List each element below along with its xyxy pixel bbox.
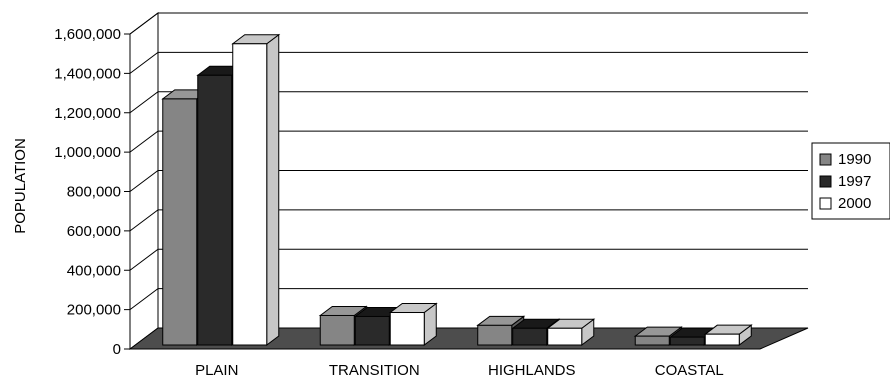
bar-2000-highlands xyxy=(546,318,596,346)
bar-2000-coastal xyxy=(703,324,753,346)
y-tick-label: 400,000 xyxy=(67,262,121,279)
legend-label-1997: 1997 xyxy=(838,173,871,190)
x-tick-label: TRANSITION xyxy=(329,362,420,379)
legend-swatch-1997 xyxy=(819,175,832,188)
gridline xyxy=(129,91,808,114)
bar-2000-transition xyxy=(388,302,438,346)
gridline xyxy=(129,209,808,232)
y-axis-label: POPULATION xyxy=(12,138,29,234)
y-axis-ticks: 0 200,000 400,000 600,000 800,000 1,000,000 1,… xyxy=(54,26,130,358)
y-tick-label: 800,000 xyxy=(67,184,121,201)
y-tick-label: 1,600,000 xyxy=(54,26,121,43)
legend-swatch-2000 xyxy=(819,197,832,210)
gridline xyxy=(129,170,808,192)
legend-label-2000: 2000 xyxy=(838,195,871,212)
x-tick-label: HIGHLANDS xyxy=(488,362,576,379)
gridline xyxy=(129,51,808,74)
legend: 1990 1997 2000 xyxy=(811,142,890,220)
y-tick-label: 1,400,000 xyxy=(54,65,121,82)
legend-label-1990: 1990 xyxy=(838,151,871,168)
bar-2000-plain xyxy=(231,33,281,346)
y-tick-label: 0 xyxy=(113,341,121,358)
y-tick-label: 600,000 xyxy=(67,223,121,240)
gridline xyxy=(129,248,808,271)
legend-swatch-1990 xyxy=(819,153,832,166)
y-tick-label: 1,200,000 xyxy=(54,105,121,122)
x-tick-label: PLAIN xyxy=(195,362,238,379)
x-axis-ticks: PLAIN TRANSITION HIGHLANDS COASTAL xyxy=(195,362,724,379)
chart-gridlines xyxy=(129,12,808,311)
x-tick-label: COASTAL xyxy=(655,362,724,379)
gridline xyxy=(129,12,808,35)
y-tick-label: 1,000,000 xyxy=(54,144,121,161)
chart-bars xyxy=(161,33,753,346)
gridline xyxy=(129,288,808,311)
gridline xyxy=(129,130,808,153)
y-tick-label: 200,000 xyxy=(67,302,121,319)
